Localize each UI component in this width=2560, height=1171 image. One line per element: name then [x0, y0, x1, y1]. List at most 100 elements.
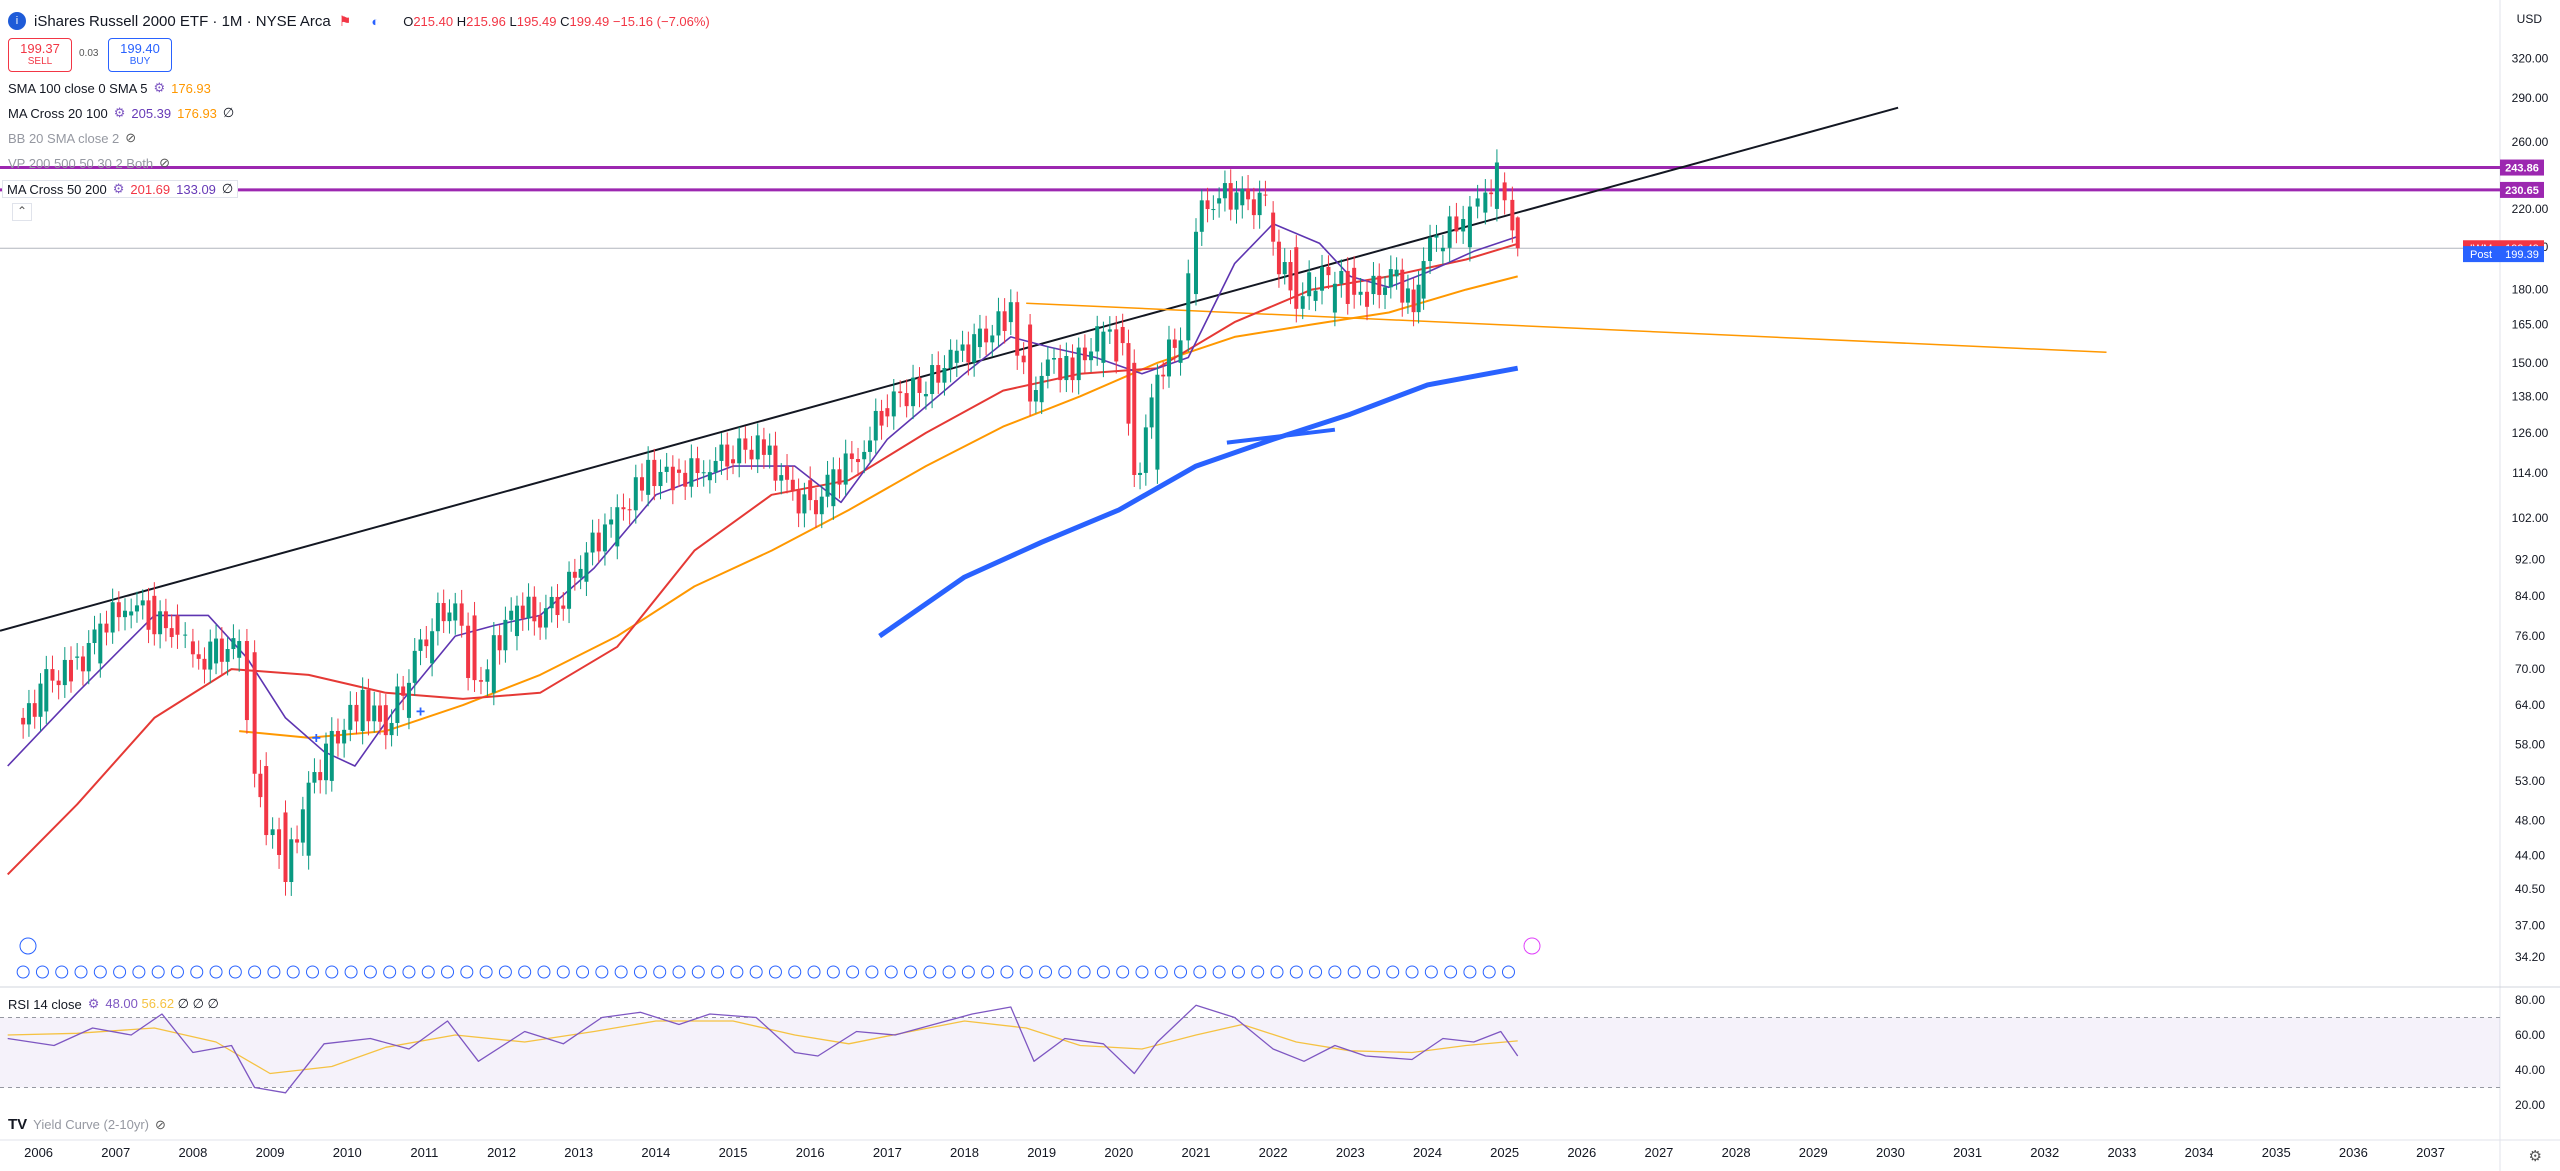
event-marker-icon	[55, 965, 69, 979]
settings-icon[interactable]: ⚙	[113, 105, 126, 120]
candle-body	[808, 480, 813, 501]
event-marker-icon	[441, 965, 455, 979]
candle-body	[56, 680, 61, 686]
candle-body	[1411, 289, 1416, 313]
eye-hidden-icon[interactable]: ⊘	[125, 130, 137, 145]
symbol-title[interactable]: iShares Russell 2000 ETF · 1M · NYSE Arc…	[34, 12, 331, 30]
collapse-legend-button[interactable]: ⌃	[12, 203, 32, 221]
candle-body	[289, 839, 294, 883]
candle-body	[277, 829, 282, 855]
event-marker-icon	[1154, 965, 1168, 979]
candle-body	[1371, 275, 1376, 295]
candle-body	[1089, 351, 1094, 361]
event-marker-icon	[730, 965, 744, 979]
eye-hidden-icon[interactable]: ⊘	[159, 155, 170, 170]
y-tick-label: 180.00	[2512, 283, 2549, 297]
chart-settings-icon[interactable]: ⚙	[2528, 1148, 2542, 1165]
candle-body	[639, 477, 644, 491]
event-marker-icon	[614, 965, 628, 979]
candle-body	[627, 509, 632, 511]
rsi-label[interactable]: RSI 14 close	[8, 996, 82, 1012]
candle-body	[1028, 324, 1033, 402]
indicator-value: 205.39	[131, 105, 172, 121]
event-marker-icon	[1019, 965, 1033, 979]
event-marker-icon	[1193, 965, 1207, 979]
candle-body	[244, 641, 249, 721]
symbol-price-tag-label: Post	[2470, 249, 2492, 261]
candle-body	[1377, 275, 1382, 295]
rsi-line	[7, 1004, 1519, 1094]
candle-body	[335, 730, 340, 744]
event-marker-icon	[363, 965, 377, 979]
symbol-header: i iShares Russell 2000 ETF · 1M · NYSE A…	[8, 2, 710, 40]
candle-body	[372, 705, 377, 722]
x-tick-label: 2006	[24, 1145, 53, 1160]
candle-body	[867, 440, 872, 452]
sell-button[interactable]: 199.37 SELL	[8, 38, 72, 72]
ohlc-readout: O215.40 H215.96 L195.49 C199.49 −15.16 (…	[403, 13, 710, 29]
candle-body	[116, 602, 121, 618]
y-tick-label: 92.00	[2515, 552, 2545, 566]
candle-body	[1205, 200, 1210, 210]
candle-body	[21, 717, 26, 725]
candle-body	[1400, 269, 1405, 303]
rsi-value: ∅	[177, 996, 193, 1011]
candle-body	[825, 474, 830, 497]
candle-body	[1454, 216, 1459, 232]
y-tick-label: 290.00	[2512, 91, 2549, 105]
event-marker-icon	[633, 965, 647, 979]
candle-body	[1101, 331, 1106, 363]
rsi-value: ∅	[207, 996, 219, 1011]
indicator-legend-4: MA Cross 50 200 ⚙ 201.69 133.09 ∅	[2, 180, 239, 198]
candle-body	[843, 453, 848, 485]
indicator-label[interactable]: BB 20 SMA close 2	[8, 130, 120, 146]
candle-body	[509, 610, 514, 620]
settings-icon[interactable]: ⚙	[87, 996, 100, 1011]
x-tick-label: 2029	[1799, 1145, 1828, 1160]
event-marker-icon	[228, 965, 242, 979]
event-marker-icon	[479, 965, 493, 979]
candle-body	[837, 469, 842, 485]
candle-body	[755, 435, 760, 460]
currency-label[interactable]: USD	[2516, 12, 2542, 26]
event-marker-icon	[1347, 965, 1361, 979]
candle-body	[435, 603, 440, 632]
indicator-value: 176.93	[171, 80, 211, 96]
candle-body	[761, 439, 766, 455]
candle-body	[1143, 427, 1148, 473]
flag-icon[interactable]: ⚑	[338, 12, 352, 29]
candle-body	[1064, 355, 1069, 381]
candle-body	[183, 634, 188, 636]
indicator-legend-0: SMA 100 close 0 SMA 5 ⚙ 176.93	[8, 80, 211, 96]
eye-hidden-icon[interactable]: ⊘	[155, 1116, 166, 1132]
candle-body	[295, 839, 300, 843]
candle-body	[1161, 374, 1166, 377]
event-marker-icon	[865, 965, 879, 979]
y-tick-label: 76.00	[2515, 629, 2545, 643]
candle-body	[532, 596, 537, 622]
indicator-value: 176.93	[177, 105, 217, 121]
candle-body	[1475, 198, 1480, 207]
indicator-label[interactable]: VP 200 500 50 30 2 Both	[8, 155, 154, 171]
yield-label[interactable]: Yield Curve (2-10yr)	[33, 1117, 150, 1132]
candle-body	[689, 458, 694, 487]
candle-body	[1502, 182, 1507, 201]
settings-icon[interactable]: ⚙	[153, 80, 166, 95]
ma20-line	[7, 223, 1518, 767]
buy-button[interactable]: 199.40 BUY	[108, 38, 172, 72]
candle-body	[972, 334, 977, 363]
candle-body	[478, 680, 483, 682]
indicator-label[interactable]: SMA 100 close 0 SMA 5	[8, 80, 148, 96]
indicator-label[interactable]: MA Cross 20 100	[8, 105, 108, 121]
indicator-label[interactable]: MA Cross 50 200	[7, 181, 107, 197]
candle-body	[1234, 192, 1239, 210]
market-status-icon[interactable]: ◐	[371, 13, 380, 29]
event-marker-icon	[846, 965, 860, 979]
indicator-value: 201.69	[130, 181, 171, 197]
candle-body	[283, 812, 288, 883]
candle-body	[1138, 472, 1143, 475]
candle-body	[152, 595, 157, 635]
settings-icon[interactable]: ⚙	[112, 181, 125, 196]
candle-body	[44, 669, 49, 712]
